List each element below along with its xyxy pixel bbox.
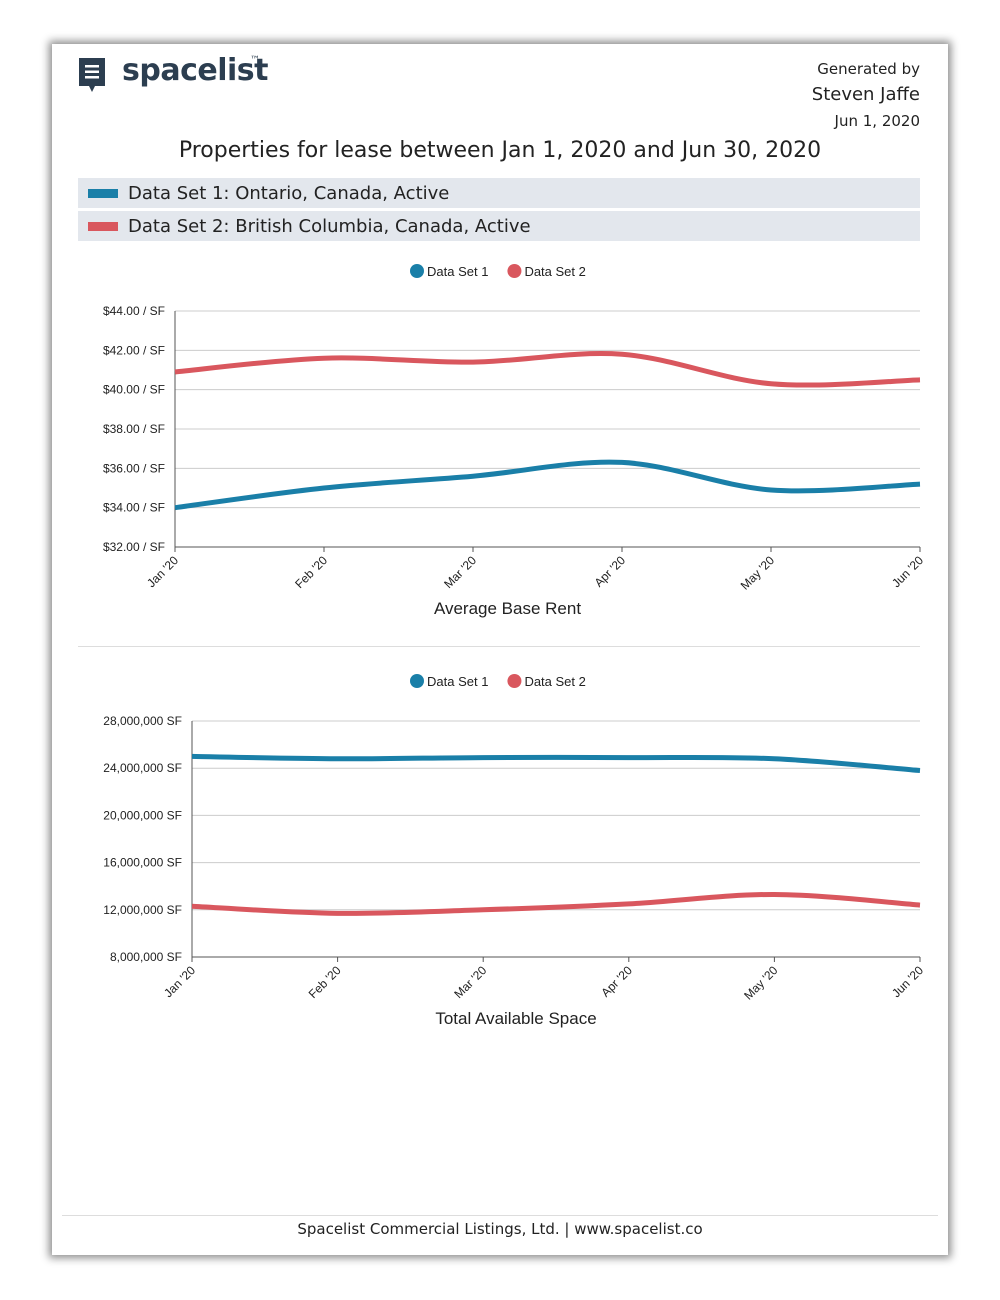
dataset-label: Data Set 1: Ontario, Canada, Active	[128, 182, 450, 204]
x-tick-label: Feb '20	[292, 553, 330, 591]
dataset-row: Data Set 1: Ontario, Canada, Active	[78, 178, 920, 208]
series-line	[191, 891, 921, 916]
generated-by: Generated by	[817, 60, 920, 78]
x-tick-label: Mar '20	[451, 963, 489, 1001]
y-tick-label: 8,000,000 SF	[110, 950, 182, 964]
legend-label: Data Set 2	[524, 674, 585, 689]
y-tick-label: 12,000,000 SF	[103, 903, 182, 917]
dataset-swatch	[88, 221, 118, 231]
legend-marker	[410, 674, 424, 688]
report-title: Properties for lease between Jan 1, 2020…	[178, 138, 822, 163]
series-line	[174, 351, 921, 388]
x-tick-label: Jan '20	[161, 963, 198, 1000]
y-tick-label: $44.00 / SF	[103, 304, 165, 318]
legend-marker	[410, 264, 424, 278]
dataset-row: Data Set 2: British Columbia, Canada, Ac…	[78, 211, 920, 241]
series-line	[174, 459, 921, 511]
y-tick-label: $42.00 / SF	[103, 343, 165, 357]
author: Steven Jaffe	[811, 84, 920, 105]
dataset-swatch	[88, 188, 118, 198]
y-tick-label: 16,000,000 SF	[103, 856, 182, 870]
x-tick-label: Feb '20	[306, 963, 344, 1001]
y-tick-label: $38.00 / SF	[103, 422, 165, 436]
x-tick-label: Mar '20	[441, 553, 479, 591]
y-tick-label: $34.00 / SF	[103, 501, 165, 515]
y-tick-label: $40.00 / SF	[103, 383, 165, 397]
legend-label: Data Set 2	[524, 264, 585, 279]
y-tick-label: $32.00 / SF	[103, 540, 165, 554]
trademark: ™	[250, 55, 260, 66]
x-tick-label: May '20	[741, 963, 781, 1003]
x-tick-label: May '20	[738, 553, 778, 593]
series-line	[191, 753, 921, 774]
logo-text: spacelist	[122, 53, 268, 88]
y-tick-label: $36.00 / SF	[103, 461, 165, 475]
x-tick-label: Jun '20	[889, 553, 926, 590]
dataset-label: Data Set 2: British Columbia, Canada, Ac…	[128, 215, 531, 237]
generated-date: Jun 1, 2020	[834, 112, 920, 130]
x-axis-title: Total Available Space	[435, 1009, 596, 1028]
legend-marker	[507, 674, 522, 688]
footer: Spacelist Commercial Listings, Ltd. | ww…	[297, 1220, 703, 1238]
x-tick-label: Apr '20	[592, 553, 629, 590]
y-tick-label: 28,000,000 SF	[103, 714, 182, 728]
y-tick-label: 24,000,000 SF	[103, 761, 182, 775]
divider	[78, 646, 920, 647]
legend-marker	[507, 264, 522, 278]
x-tick-label: Apr '20	[598, 963, 635, 1000]
logo-icon	[79, 58, 105, 92]
x-tick-label: Jun '20	[889, 963, 926, 1000]
paper	[52, 44, 948, 1255]
legend-label: Data Set 1	[427, 674, 488, 689]
x-tick-label: Jan '20	[144, 553, 181, 590]
x-axis-title: Average Base Rent	[434, 599, 581, 618]
y-tick-label: 20,000,000 SF	[103, 808, 182, 822]
divider	[62, 1215, 938, 1216]
legend-label: Data Set 1	[427, 264, 488, 279]
